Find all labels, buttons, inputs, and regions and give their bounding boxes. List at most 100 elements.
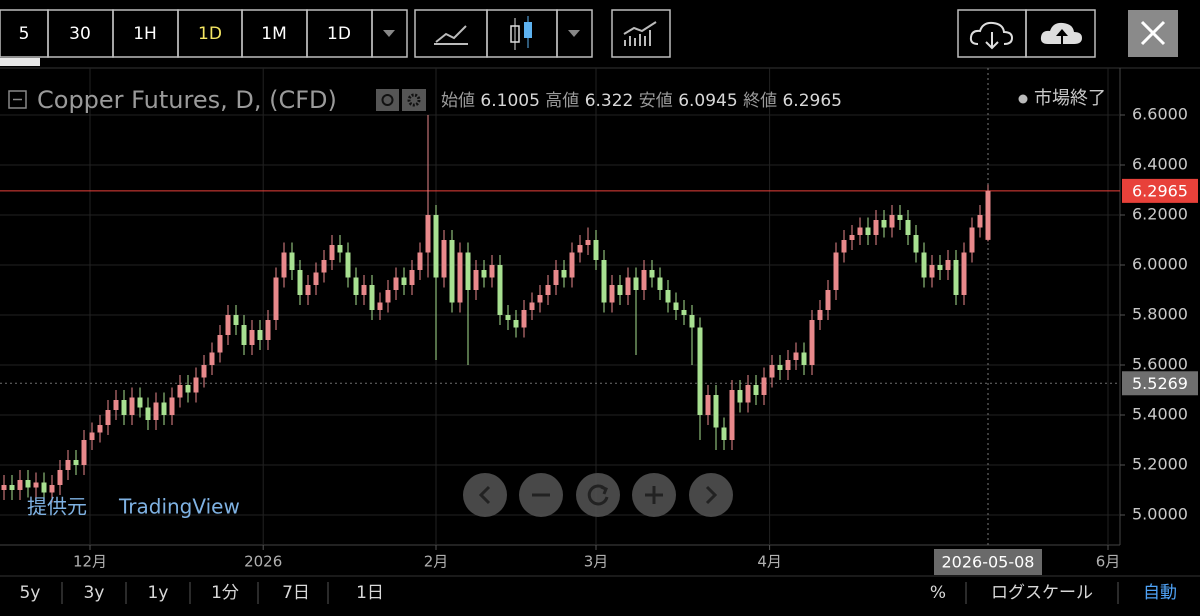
candle-body	[505, 315, 511, 320]
candle-body	[913, 235, 919, 253]
candle-body	[937, 265, 943, 270]
ohlc-label: 高値	[545, 91, 579, 111]
candle-body	[209, 352, 215, 365]
candle-body	[73, 460, 79, 465]
candle-body	[9, 485, 15, 490]
candle-body	[305, 285, 311, 295]
candle-body	[489, 265, 495, 278]
toolbar	[0, 9, 1096, 58]
interval-label-active: 1D	[198, 24, 222, 44]
x-tick-label: 2026	[244, 553, 282, 571]
y-tick-label: 6.2000	[1132, 205, 1188, 224]
x-tick-label: 2月	[424, 553, 449, 571]
candle-body	[729, 390, 735, 440]
candle-body	[585, 240, 591, 245]
candle-body	[969, 227, 975, 253]
candle-body	[697, 327, 703, 415]
chart-title: Copper Futures, D, (CFD)	[37, 86, 337, 114]
collapse-icon[interactable]	[8, 90, 27, 109]
candle-body	[465, 252, 471, 290]
y-tick-label: 5.6000	[1132, 355, 1188, 374]
reset-button[interactable]	[576, 473, 620, 517]
candle-body	[793, 352, 799, 360]
close-icon	[1140, 20, 1166, 46]
scroll-left-button[interactable]	[463, 473, 507, 517]
candle-body	[601, 260, 607, 303]
visibility-icon[interactable]	[376, 89, 399, 111]
candle-body	[337, 245, 343, 253]
cloud-upload-icon	[1040, 22, 1082, 46]
candle-body	[513, 320, 519, 328]
scroll-right-button[interactable]	[689, 473, 733, 517]
candle-body	[313, 272, 319, 285]
candle-body	[145, 407, 151, 420]
candle-body	[537, 295, 543, 303]
source-name[interactable]: TradingView	[118, 495, 240, 519]
price-label: 5.5269	[1132, 374, 1188, 393]
settings-icon[interactable]	[402, 89, 426, 111]
interval-label: 1M	[261, 24, 286, 44]
indicator-icon	[623, 21, 657, 46]
candle-body	[177, 385, 183, 398]
ohlc-label: 終値	[743, 91, 777, 111]
candle-body	[425, 215, 431, 253]
candle-body	[65, 460, 71, 470]
candle-body	[809, 320, 815, 365]
candle-body	[265, 320, 271, 340]
candle-body	[185, 385, 191, 393]
plot-area: 5.0000 5.2000 5.4000 5.6000 5.8000 6.0000 6.20…	[0, 68, 1198, 575]
upload-button[interactable]	[1025, 9, 1096, 58]
candle-body	[457, 252, 463, 303]
candle-body	[129, 397, 135, 415]
candle-body	[529, 302, 535, 310]
percent-button[interactable]: %	[930, 583, 946, 603]
range-button[interactable]: 3y	[84, 583, 105, 603]
candle-body	[401, 277, 407, 285]
candle-body	[753, 385, 759, 395]
y-tick-label: 6.0000	[1132, 255, 1188, 274]
y-tick-label: 6.4000	[1132, 155, 1188, 174]
indicator-button[interactable]	[611, 9, 671, 58]
range-button[interactable]: 7日	[282, 583, 310, 603]
candle-body	[833, 252, 839, 290]
candle-body	[329, 245, 335, 260]
candle-body	[905, 220, 911, 235]
dropdown-button[interactable]	[556, 9, 593, 58]
candle-body	[353, 277, 359, 295]
settings-icon	[407, 93, 421, 107]
candle-body	[201, 365, 207, 378]
candle-body	[33, 482, 39, 488]
auto-scale-button[interactable]: 自動	[1143, 583, 1177, 603]
candle-body	[665, 290, 671, 303]
ohlc-value: 6.0945	[678, 91, 737, 111]
candle-body	[961, 252, 967, 295]
visibility-icon	[381, 94, 394, 106]
candle-body	[41, 482, 47, 493]
candle-body	[377, 302, 383, 310]
candle-body	[521, 310, 527, 328]
candle-body	[641, 270, 647, 290]
candle-body	[849, 235, 855, 240]
log-scale-button[interactable]: ログスケール	[991, 583, 1093, 603]
tab-indicator	[0, 58, 40, 66]
range-button[interactable]: 1分	[211, 583, 239, 603]
source-label: 提供元	[27, 495, 87, 519]
candle-body	[841, 240, 847, 253]
y-tick-label: 5.4000	[1132, 405, 1188, 424]
candle-body	[273, 277, 279, 320]
candle-body	[289, 252, 295, 270]
dropdown-button[interactable]	[371, 9, 408, 58]
candle-body	[865, 227, 871, 235]
candle-body	[761, 377, 767, 395]
candle-body	[441, 240, 447, 278]
range-button[interactable]: 1y	[148, 583, 169, 603]
candle-body	[673, 302, 679, 310]
range-button[interactable]: 5y	[20, 583, 41, 603]
candle-body	[281, 252, 287, 278]
candle-body	[449, 240, 455, 303]
y-tick-label: 5.8000	[1132, 305, 1188, 324]
range-button[interactable]: 1日	[356, 583, 384, 603]
candle-body	[393, 277, 399, 290]
candle-body	[873, 220, 879, 235]
candle-body	[609, 285, 615, 303]
